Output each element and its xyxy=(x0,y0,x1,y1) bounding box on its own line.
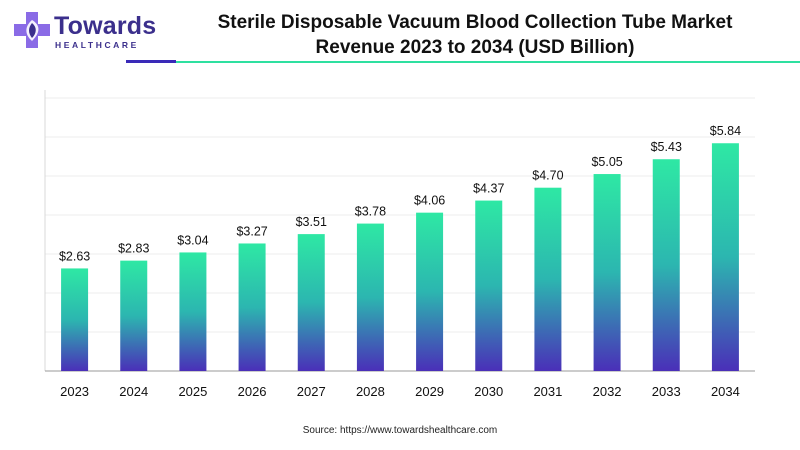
x-tick-label: 2024 xyxy=(119,384,148,399)
bar-2029 xyxy=(416,212,444,371)
value-label: $5.84 xyxy=(710,124,741,138)
x-tick-label: 2030 xyxy=(474,384,503,399)
x-tick-label: 2027 xyxy=(297,384,326,399)
bar-2030 xyxy=(475,200,503,371)
value-label: $5.43 xyxy=(651,140,682,154)
logo-name: Towards xyxy=(54,12,157,40)
bar-2031 xyxy=(534,187,562,371)
x-tick-label: 2034 xyxy=(711,384,740,399)
value-label: $2.63 xyxy=(59,249,90,263)
value-label: $3.27 xyxy=(236,224,267,238)
value-label: $5.05 xyxy=(591,155,622,169)
bar-2027 xyxy=(297,234,325,371)
x-tick-label: 2028 xyxy=(356,384,385,399)
value-label: $4.70 xyxy=(532,169,563,183)
chart-title-line2: Revenue 2023 to 2034 (USD Billion) xyxy=(315,37,635,58)
bar-2024 xyxy=(120,260,148,371)
value-label: $4.37 xyxy=(473,182,504,196)
value-label: $4.06 xyxy=(414,194,445,208)
value-label: $3.78 xyxy=(355,205,386,219)
x-tick-label: 2032 xyxy=(593,384,622,399)
bar-2034 xyxy=(711,143,739,371)
chart-title: Sterile Disposable Vacuum Blood Collecti… xyxy=(180,10,770,60)
header-rule-dark xyxy=(126,60,176,63)
value-label: $2.83 xyxy=(118,242,149,256)
x-tick-label: 2033 xyxy=(652,384,681,399)
x-tick-label: 2023 xyxy=(60,384,89,399)
source-note: Source: https://www.towardshealthcare.co… xyxy=(302,425,498,436)
value-label: $3.51 xyxy=(296,215,327,229)
bar-2023 xyxy=(61,268,89,371)
x-tick-label: 2025 xyxy=(178,384,207,399)
bar-2025 xyxy=(179,252,207,371)
logo-subtitle: HEALTHCARE xyxy=(55,40,139,50)
logo-cross-icon xyxy=(14,12,50,48)
chart-title-line1: Sterile Disposable Vacuum Blood Collecti… xyxy=(217,12,733,33)
x-tick-label: 2026 xyxy=(238,384,267,399)
header-rule-light xyxy=(176,61,800,63)
bar-2032 xyxy=(593,174,621,371)
logo: Towards HEALTHCARE xyxy=(12,10,172,56)
x-tick-label: 2029 xyxy=(415,384,444,399)
value-label: $3.04 xyxy=(177,233,208,247)
bar-2026 xyxy=(238,243,266,371)
x-tick-label: 2031 xyxy=(533,384,562,399)
bar-2028 xyxy=(356,223,384,371)
bar-2033 xyxy=(652,159,680,371)
